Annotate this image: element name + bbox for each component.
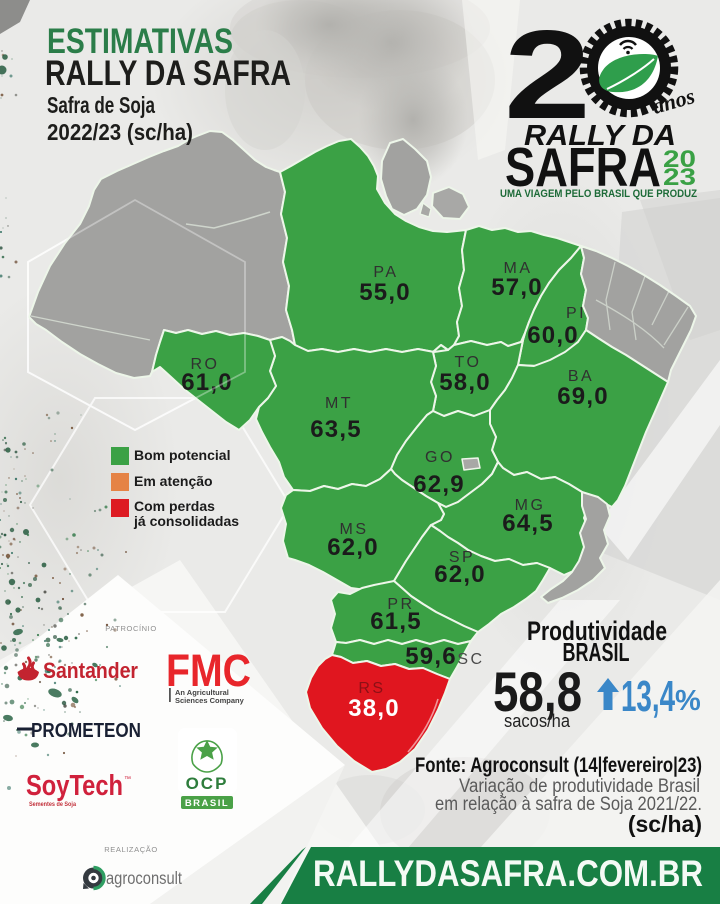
svg-text:Produtividade: Produtividade	[527, 616, 667, 646]
svg-text:2022/23 (sc/ha): 2022/23 (sc/ha)	[47, 119, 193, 145]
svg-text:PA: PA	[373, 264, 398, 281]
svg-text:63,5: 63,5	[310, 416, 362, 443]
svg-text:%: %	[675, 685, 701, 717]
svg-text:RALLYDASAFRA.COM.BR: RALLYDASAFRA.COM.BR	[313, 853, 703, 894]
svg-text:RO: RO	[191, 356, 220, 373]
svg-text:BA: BA	[568, 368, 594, 385]
svg-text:RALLY DA: RALLY DA	[524, 120, 676, 152]
svg-text:(sc/ha): (sc/ha)	[628, 811, 702, 837]
svg-text:Fonte: Agroconsult (14|feverei: Fonte: Agroconsult (14|fevereiro|23)	[415, 754, 702, 777]
svg-text:RS: RS	[358, 680, 385, 697]
svg-text:BRASIL: BRASIL	[563, 637, 630, 667]
svg-text:em relação à safra de Soja 202: em relação à safra de Soja 2021/22.	[435, 794, 702, 815]
svg-text:SC: SC	[457, 651, 484, 668]
svg-text:Variação de produtividade Bras: Variação de produtividade Brasil	[459, 776, 700, 797]
svg-text:SoyTech: SoyTech	[26, 770, 123, 802]
svg-text:58,0: 58,0	[439, 369, 491, 396]
svg-text:23: 23	[663, 164, 696, 191]
svg-text:64,5: 64,5	[502, 510, 554, 537]
svg-text:SAFRA: SAFRA	[505, 136, 661, 198]
svg-text:BRASIL: BRASIL	[185, 798, 229, 809]
svg-text:62,0: 62,0	[327, 534, 379, 561]
svg-text:GO: GO	[425, 449, 455, 466]
svg-text:UMA VIAGEM PELO BRASIL QUE PRO: UMA VIAGEM PELO BRASIL QUE PRODUZ	[500, 188, 697, 200]
svg-text:PATROCÍNIO: PATROCÍNIO	[105, 624, 157, 633]
svg-text:59,6: 59,6	[405, 643, 457, 670]
svg-text:TO: TO	[455, 354, 482, 371]
svg-text:SP: SP	[449, 549, 475, 566]
svg-text:38,0: 38,0	[348, 695, 400, 722]
svg-text:™: ™	[124, 776, 131, 783]
svg-text:55,0: 55,0	[359, 279, 411, 306]
svg-text:69,0: 69,0	[557, 383, 609, 410]
svg-text:MT: MT	[325, 395, 353, 412]
svg-text:An Agricultural: An Agricultural	[175, 688, 229, 697]
svg-text:13,4: 13,4	[621, 672, 675, 721]
svg-text:agroconsult: agroconsult	[106, 868, 182, 888]
svg-text:Sciences Company: Sciences Company	[175, 696, 245, 705]
svg-text:MG: MG	[515, 497, 546, 514]
svg-text:REALIZAÇÃO: REALIZAÇÃO	[104, 845, 158, 854]
svg-text:62,0: 62,0	[434, 561, 486, 588]
svg-text:2: 2	[504, 5, 591, 145]
svg-text:OCP: OCP	[186, 774, 229, 793]
svg-text:60,0: 60,0	[527, 322, 579, 349]
svg-text:58,8: 58,8	[493, 660, 582, 723]
svg-text:ESTIMATIVAS: ESTIMATIVAS	[47, 22, 233, 61]
svg-text:61,0: 61,0	[181, 369, 233, 396]
svg-text:57,0: 57,0	[491, 274, 543, 301]
svg-text:Santander: Santander	[43, 658, 138, 683]
svg-text:MS: MS	[340, 521, 369, 538]
svg-text:PROMETEON: PROMETEON	[31, 720, 141, 742]
svg-text:Sementes de Soja: Sementes de Soja	[29, 801, 76, 808]
svg-text:FMC: FMC	[166, 645, 251, 696]
svg-text:Safra de Soja: Safra de Soja	[47, 92, 155, 118]
svg-text:RALLY DA SAFRA: RALLY DA SAFRA	[45, 54, 291, 93]
svg-text:61,5: 61,5	[370, 608, 422, 635]
svg-text:20: 20	[663, 146, 696, 173]
svg-text:sacos/ha: sacos/ha	[504, 711, 571, 731]
svg-text:MA: MA	[504, 260, 533, 277]
svg-text:PR: PR	[387, 596, 414, 613]
svg-text:62,9: 62,9	[413, 471, 465, 498]
svg-text:PI: PI	[566, 305, 586, 322]
